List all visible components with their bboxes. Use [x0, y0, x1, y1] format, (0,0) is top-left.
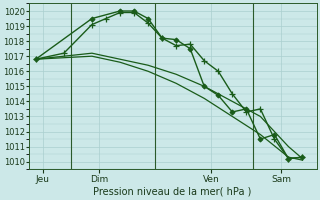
X-axis label: Pression niveau de la mer( hPa ): Pression niveau de la mer( hPa )	[93, 187, 252, 197]
